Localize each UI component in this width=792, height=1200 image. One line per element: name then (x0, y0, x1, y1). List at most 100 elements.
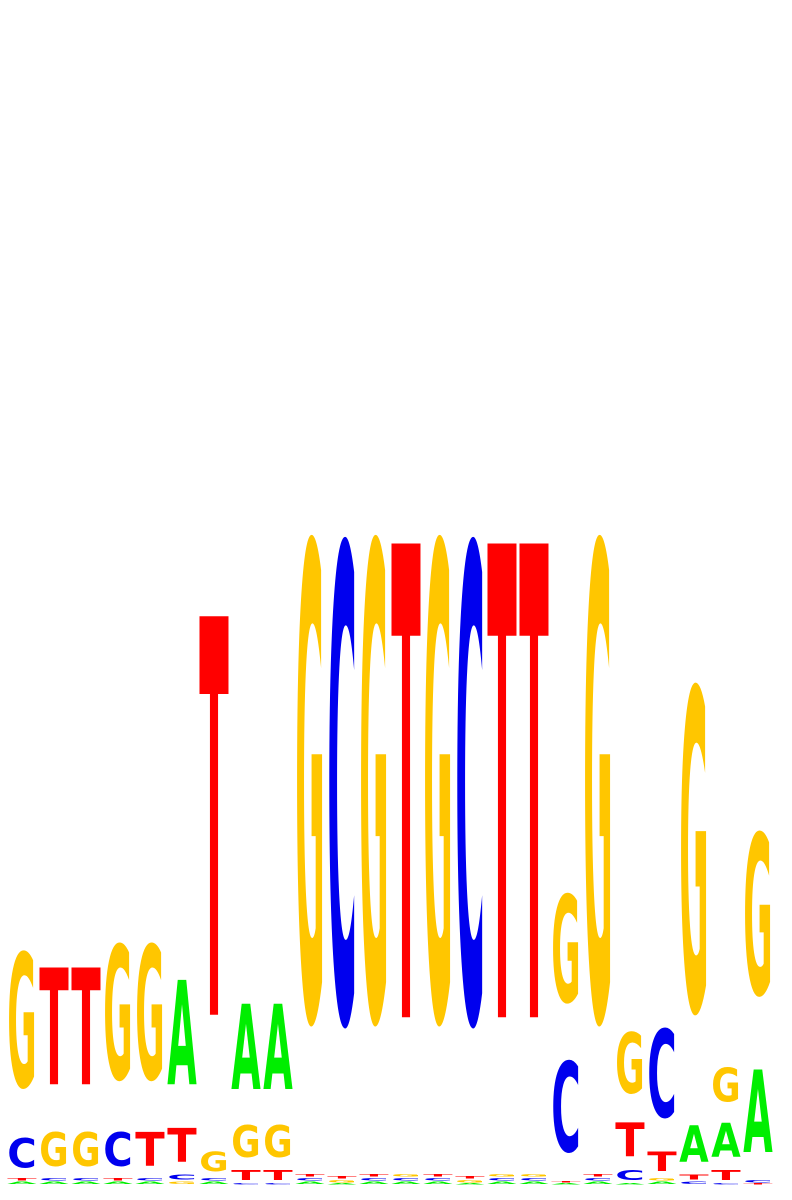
letter-A: A (327, 1183, 357, 1185)
letter-T: T (391, 413, 421, 1171)
letter-T: T (199, 509, 229, 1145)
letter-C: C (71, 1177, 100, 1181)
letter-T: T (263, 1167, 293, 1183)
letter-A: A (679, 1116, 709, 1173)
letter-G: G (199, 1147, 228, 1177)
letter-A: A (519, 1181, 549, 1185)
letter-A: A (39, 1181, 69, 1185)
letter-T: T (7, 1177, 37, 1181)
letter-A: A (711, 1113, 740, 1168)
letter-C: C (359, 1177, 388, 1181)
letter-T: T (455, 1175, 485, 1179)
letter-T: T (551, 1181, 581, 1183)
letter-G: G (135, 909, 164, 1123)
letter-A: A (199, 1181, 229, 1185)
letter-G: G (647, 1177, 676, 1181)
letter-G: G (263, 1118, 292, 1168)
letter-G: G (295, 414, 324, 1171)
letter-C: C (423, 1177, 452, 1181)
letter-C: C (295, 1177, 324, 1181)
letter-T: T (615, 1113, 645, 1168)
letter-C: C (39, 1177, 68, 1181)
letter-G: G (423, 414, 452, 1171)
letter-T: T (711, 1167, 741, 1183)
letter-T: T (583, 1173, 613, 1177)
letter-T: T (519, 413, 549, 1171)
letter-A: A (295, 1181, 325, 1185)
letter-G: G (615, 1016, 644, 1113)
letter-C: C (455, 417, 484, 1174)
letter-C: C (583, 1177, 612, 1181)
letter-T: T (487, 413, 517, 1171)
letter-G: G (455, 1179, 484, 1183)
letter-G: G (391, 1173, 420, 1177)
letter-C: C (327, 417, 356, 1174)
letter-C: C (647, 1007, 676, 1146)
letter-G: G (583, 414, 612, 1171)
letter-C: C (679, 1181, 708, 1185)
letter-G: G (167, 1181, 196, 1185)
letter-G: G (7, 917, 36, 1131)
letter-C: C (487, 1177, 516, 1181)
letter-T: T (327, 1175, 357, 1179)
letter-A: A (423, 1181, 453, 1185)
letter-T: T (39, 935, 68, 1122)
letter-C: C (199, 1177, 228, 1181)
letter-C: C (167, 1173, 196, 1181)
letter-C: C (711, 1183, 740, 1185)
letter-A: A (551, 1183, 581, 1185)
letter-T: T (135, 1122, 165, 1177)
letter-G: G (231, 1118, 260, 1168)
letter-G: G (519, 1173, 548, 1177)
letter-C: C (231, 1183, 260, 1185)
letter-T: T (647, 1147, 677, 1177)
letter-A: A (103, 1181, 133, 1185)
letter-A: A (135, 1181, 165, 1185)
letter-T: T (231, 1167, 261, 1183)
letter-G: G (743, 791, 772, 1046)
letter-C: C (7, 1132, 36, 1178)
letter-C: C (743, 1179, 772, 1183)
letter-C: C (551, 1037, 580, 1181)
letter-T: T (103, 1177, 133, 1181)
letter-A: A (743, 1047, 772, 1178)
letter-A: A (391, 1181, 421, 1185)
letter-C: C (519, 1177, 548, 1181)
letter-G: G (551, 867, 580, 1037)
letter-A: A (263, 981, 292, 1117)
letter-A: A (583, 1181, 613, 1185)
letter-G: G (711, 1058, 740, 1113)
letter-C: C (103, 1124, 132, 1178)
letter-A: A (7, 1181, 37, 1185)
letter-T: T (743, 1183, 773, 1185)
letter-A: A (71, 1181, 101, 1185)
letter-G: G (39, 1122, 68, 1177)
letter-G: G (487, 1173, 516, 1177)
letter-A: A (647, 1181, 677, 1185)
letter-T: T (295, 1173, 325, 1177)
letter-T: T (71, 935, 100, 1122)
letter-T: T (679, 1173, 708, 1181)
letter-C: C (263, 1183, 292, 1185)
letter-G: G (103, 909, 132, 1123)
letter-A: A (359, 1181, 389, 1185)
letter-A: A (231, 981, 260, 1117)
